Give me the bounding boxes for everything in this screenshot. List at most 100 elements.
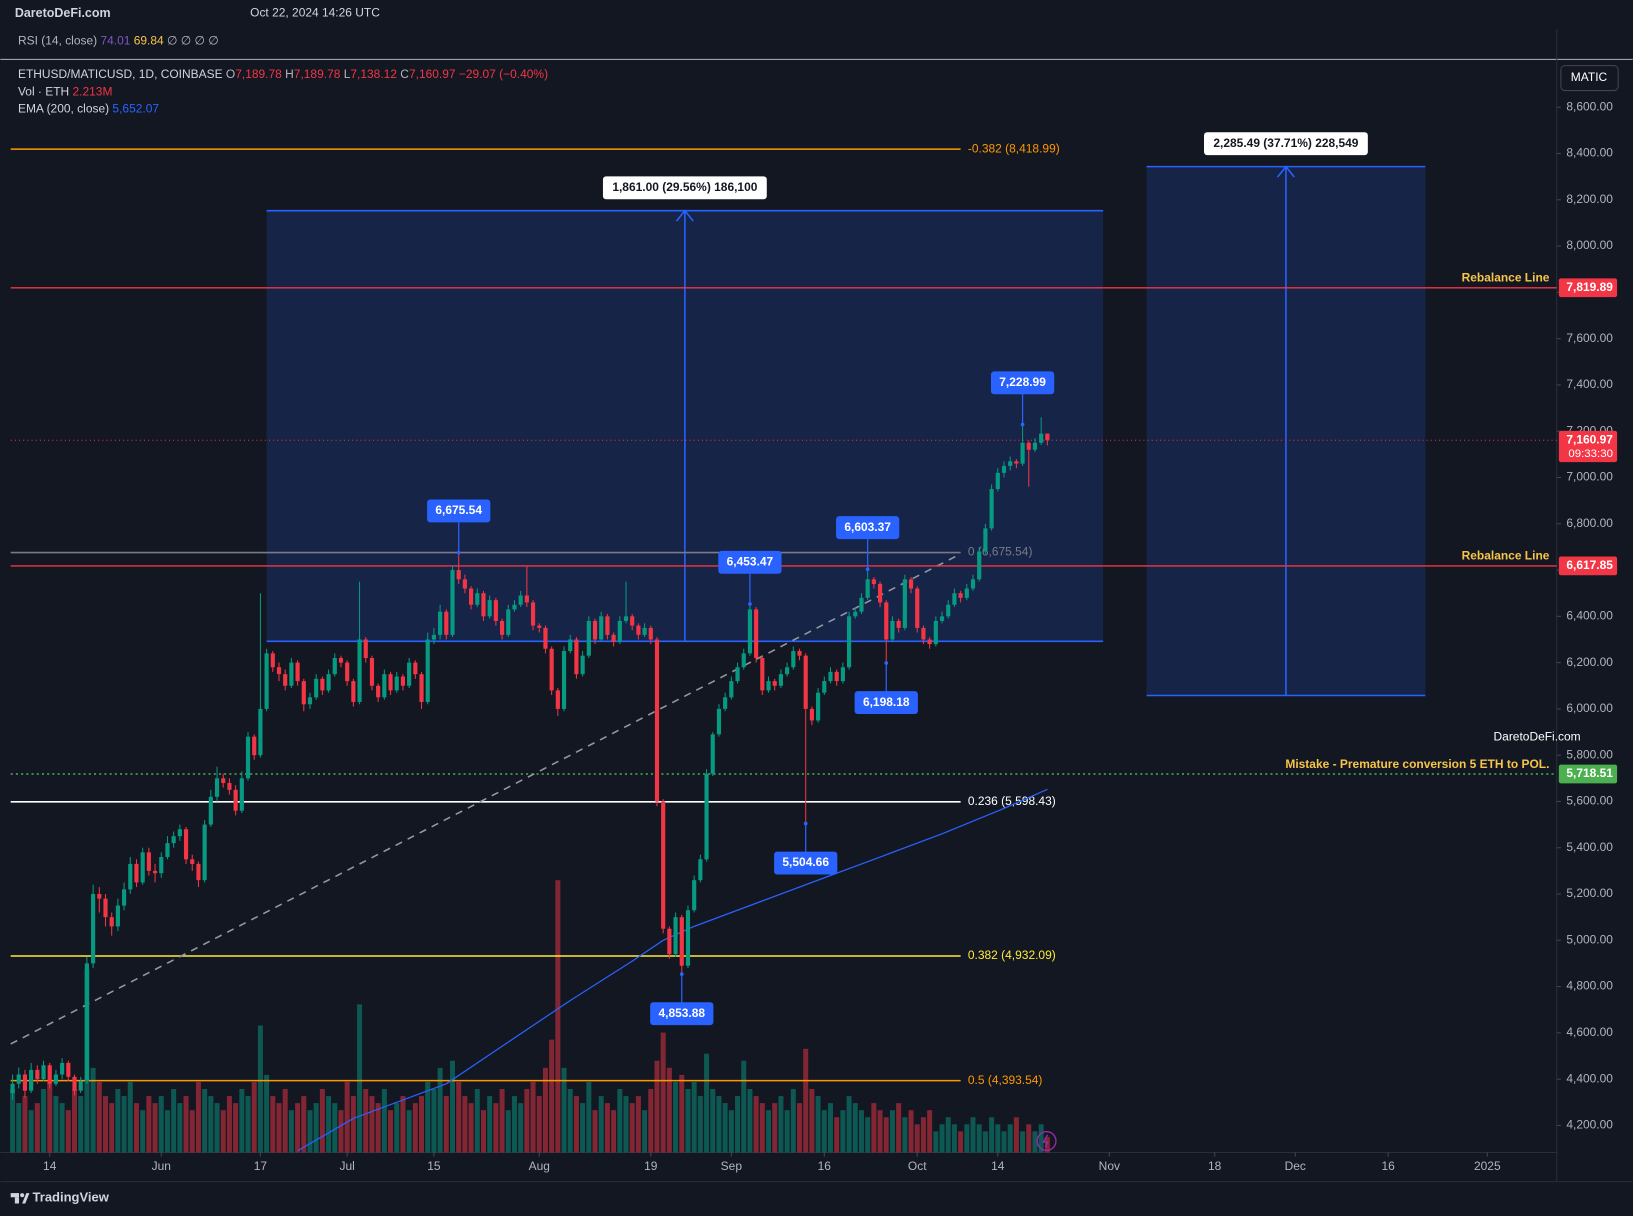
price-label-box: [718, 550, 782, 574]
volume-bar: [487, 1096, 493, 1153]
currency-button[interactable]: [1560, 65, 1619, 92]
candle-body: [654, 639, 660, 802]
volume-bar: [412, 1103, 418, 1153]
volume-bar: [381, 1089, 387, 1153]
candle-body: [369, 657, 375, 686]
candle-body: [493, 600, 498, 621]
volume-bar: [691, 1081, 697, 1153]
candle-body: [171, 836, 176, 844]
candle-body: [915, 588, 920, 628]
candle-body: [1026, 442, 1031, 450]
candle-body: [1020, 442, 1025, 464]
candle-body: [983, 528, 988, 552]
alert-icon[interactable]: [1036, 1130, 1057, 1152]
candle-body: [890, 620, 895, 640]
candle-body: [902, 579, 907, 628]
candle-body: [84, 963, 89, 1082]
volume-bar: [406, 1110, 412, 1153]
volume-bar: [127, 1081, 133, 1153]
volume-bar: [239, 1089, 245, 1153]
x-tick-label: Jul: [340, 1159, 355, 1173]
volume-bar: [790, 1089, 796, 1153]
candle-body: [103, 898, 108, 918]
candle-body: [772, 681, 777, 686]
timestamp: Oct 22, 2024 14:26 UTC: [250, 6, 380, 20]
volume-bar: [648, 1089, 654, 1153]
volume-bar: [282, 1089, 288, 1153]
volume-bar: [53, 1096, 59, 1153]
price-label-point: [748, 602, 752, 606]
candle-body: [834, 671, 839, 682]
volume-bar: [214, 1103, 220, 1153]
candle-body: [407, 662, 412, 686]
candle-body: [846, 616, 852, 668]
volume-bar: [357, 1004, 363, 1153]
candle-body: [797, 651, 802, 656]
candle-body: [561, 651, 567, 709]
ohlc-key: H: [285, 67, 294, 81]
candle-body: [270, 653, 275, 668]
candle-body: [159, 856, 164, 874]
volume-bar: [171, 1089, 177, 1153]
x-tick-label: 17: [254, 1159, 268, 1173]
price-label: 6,603.37: [844, 520, 891, 534]
candle-body: [977, 551, 982, 580]
candle-body: [115, 905, 120, 927]
candle-body: [320, 678, 325, 691]
candle-body: [357, 639, 362, 702]
candle-body: [692, 880, 697, 911]
candle-body: [252, 736, 257, 756]
volume-bar: [505, 1110, 511, 1153]
candle-body: [487, 600, 492, 617]
volume-bar: [450, 1060, 456, 1153]
volume-bar: [456, 1081, 462, 1153]
volume-bar: [827, 1103, 833, 1153]
candle-body: [952, 593, 957, 605]
candle-body: [859, 597, 864, 612]
rsi-legend: RSI (14, close) 74.01 69.84 ∅ ∅ ∅ ∅: [18, 34, 219, 48]
logo-part: [10, 1193, 20, 1198]
measure-label: 2,285.49 (37.71%) 228,549: [1213, 136, 1358, 150]
volume-bar: [617, 1089, 623, 1153]
x-tick-label: Aug: [529, 1159, 550, 1173]
candle-body: [78, 1081, 83, 1091]
currency-label[interactable]: MATIC: [1571, 70, 1608, 84]
logo-part: [22, 1193, 30, 1204]
candle-body: [673, 917, 678, 955]
x-tick-label: 14: [991, 1159, 1005, 1173]
volume-bar: [226, 1096, 232, 1153]
volume-bar: [189, 1110, 195, 1153]
candle-body: [438, 611, 443, 635]
price-badge: [1558, 556, 1618, 576]
volume-bar: [555, 880, 561, 1153]
volume-bar: [772, 1103, 778, 1153]
candle-body: [1014, 461, 1019, 464]
candle-body: [611, 634, 616, 642]
volume-bar: [858, 1110, 864, 1153]
candle-body: [134, 863, 139, 883]
drawings-back: [266, 165, 1426, 697]
volume-bar: [425, 1081, 431, 1153]
logo-part: [14, 1197, 20, 1204]
y-tick-label: 7,400.00: [1566, 377, 1613, 391]
candle-body: [276, 667, 282, 675]
candle-body: [524, 595, 529, 603]
candle-body: [828, 671, 833, 682]
candle-body: [877, 583, 883, 603]
candle-body: [499, 620, 505, 635]
volume-bar: [635, 1096, 641, 1153]
candle-body: [661, 801, 666, 929]
fib-label: 0.382 (4,932.09): [968, 948, 1056, 962]
volume-bar: [344, 1081, 350, 1153]
candle-body: [599, 616, 604, 640]
volume-bar: [704, 1053, 710, 1153]
volume-bar: [573, 1096, 579, 1153]
price-label: 7,228.99: [999, 375, 1046, 389]
volume-bar: [313, 1103, 319, 1153]
candle-body: [338, 657, 344, 663]
volume-bar: [41, 1089, 47, 1153]
candle-body: [989, 489, 994, 529]
candle-body: [741, 653, 746, 668]
measure-arrowhead: [675, 209, 694, 222]
